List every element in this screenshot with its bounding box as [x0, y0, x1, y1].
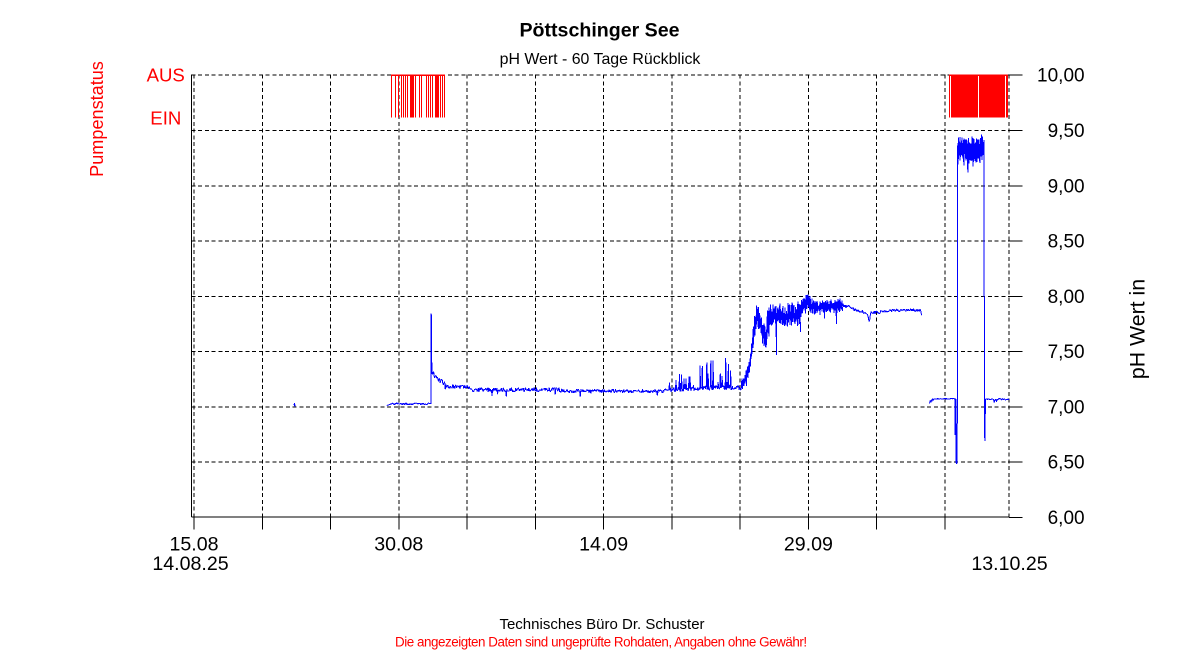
svg-text:pH Wert in: pH Wert in [1126, 279, 1150, 379]
svg-text:13.10.25: 13.10.25 [971, 553, 1047, 575]
svg-text:EIN: EIN [150, 107, 181, 128]
svg-text:pH Wert - 60 Tage Rückblick: pH Wert - 60 Tage Rückblick [500, 51, 701, 68]
svg-text:AUS: AUS [147, 65, 185, 86]
svg-text:14.08.25: 14.08.25 [152, 553, 228, 575]
svg-text:9,50: 9,50 [1048, 121, 1085, 142]
svg-text:Technisches Büro Dr. Schuster: Technisches Büro Dr. Schuster [499, 616, 704, 633]
svg-text:14.09: 14.09 [579, 534, 628, 556]
svg-text:Pumpenstatus: Pumpenstatus [87, 61, 107, 177]
svg-text:9,00: 9,00 [1048, 176, 1085, 197]
svg-text:15.08: 15.08 [169, 534, 218, 556]
svg-text:7,00: 7,00 [1048, 397, 1085, 418]
svg-text:Pöttschinger See: Pöttschinger See [519, 19, 679, 41]
svg-text:30.08: 30.08 [374, 534, 423, 556]
svg-text:Die angezeigten Daten sind ung: Die angezeigten Daten sind ungeprüfte Ro… [395, 634, 807, 649]
svg-text:6,50: 6,50 [1048, 453, 1085, 474]
svg-text:10,00: 10,00 [1037, 66, 1085, 87]
svg-text:8,50: 8,50 [1048, 232, 1085, 253]
svg-text:7,50: 7,50 [1048, 342, 1085, 363]
svg-text:8,00: 8,00 [1048, 287, 1085, 308]
svg-text:6,00: 6,00 [1048, 508, 1085, 529]
svg-text:29.09: 29.09 [784, 534, 833, 556]
